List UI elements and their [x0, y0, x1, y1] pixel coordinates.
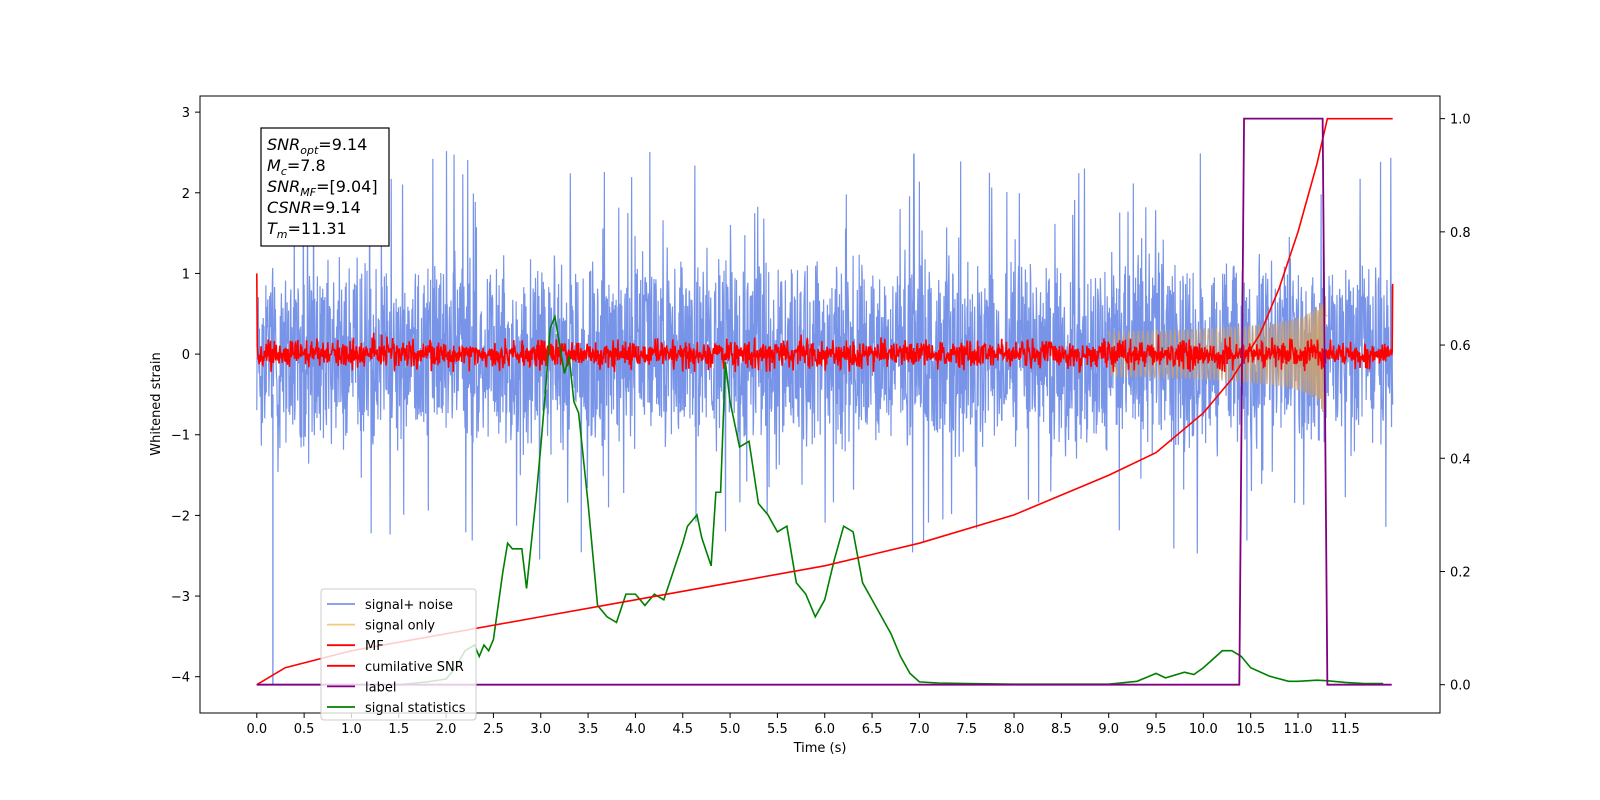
- legend-label: signal statistics: [365, 701, 466, 716]
- series-cumulative-snr-line: [256, 117, 1393, 686]
- y-tick-label: 0: [182, 348, 190, 363]
- annotation-box: SNRopt=9.14Mc=7.8SNRMF=[9.04]CSNR=9.14Tm…: [260, 127, 390, 247]
- y-axis-left: 3 2 1 0 −1 −2 −3 −4: [171, 106, 200, 686]
- x-tick-label: 6.0: [814, 722, 835, 737]
- plot-frame: [199, 95, 1441, 714]
- x-tick-label: 8.5: [1051, 722, 1072, 737]
- legend-label: label: [365, 680, 396, 695]
- annotation-line: SNRopt=9.14: [267, 135, 367, 157]
- x-tick-label: 10.5: [1236, 722, 1265, 737]
- x-tick-label: 9.5: [1146, 722, 1167, 737]
- x-axis-label: Time (s): [793, 741, 847, 756]
- annotation-symbol: M: [267, 156, 281, 175]
- legend-frame: [320, 588, 477, 721]
- x-axis: 0.0 0.5 1.0 1.5 2.0 2.5 3.0 3.5 4.0 4.5 5.0 5.5 6.0 6…: [246, 713, 1360, 737]
- annotation-value: =9.14: [318, 135, 367, 154]
- y-tick-label: 1: [182, 267, 190, 282]
- series-mf-line: [255, 273, 1394, 374]
- x-tick-label: 0.0: [246, 722, 267, 737]
- x-tick-label: 10.0: [1189, 722, 1218, 737]
- annotation-value: =7.8: [287, 156, 326, 175]
- x-tick-label: 2.5: [483, 722, 504, 737]
- x-tick-label: 1.5: [388, 722, 409, 737]
- y-tick-label: −2: [171, 509, 190, 524]
- x-tick-label: 11.0: [1284, 722, 1313, 737]
- x-tick-label: 5.0: [720, 722, 741, 737]
- series-layer: [255, 117, 1394, 686]
- legend-label: cumilative SNR: [365, 660, 464, 675]
- y-tick-label: 2: [182, 187, 190, 202]
- y-right-tick-label: 1.0: [1450, 113, 1471, 128]
- y-right-tick-label: 0.2: [1450, 565, 1471, 580]
- annotation-line: Tm=11.31: [267, 219, 347, 241]
- y-tick-label: −1: [171, 429, 190, 444]
- y-axis-right: 1.0 0.8 0.6 0.4 0.2 0.0: [1440, 113, 1471, 694]
- annotation-line: CSNR=9.14: [267, 198, 361, 217]
- legend-label: signal+ noise: [365, 598, 453, 613]
- x-tick-label: 3.0: [530, 722, 551, 737]
- x-tick-label: 6.5: [862, 722, 883, 737]
- annotation-frame: [260, 127, 390, 247]
- annotation-symbol: CSNR: [267, 198, 312, 217]
- annotation-line: Mc=7.8: [267, 156, 326, 178]
- x-tick-label: 2.0: [436, 722, 457, 737]
- y-tick-label: 3: [182, 106, 190, 121]
- legend-label: MF: [365, 639, 384, 654]
- annotation-value: =9.14: [312, 198, 361, 217]
- x-tick-label: 7.0: [909, 722, 930, 737]
- x-tick-label: 3.5: [578, 722, 599, 737]
- annotation-subscript: MF: [300, 186, 316, 199]
- annotation-symbol: SNR: [267, 177, 300, 196]
- annotation-value: =[9.04]: [316, 177, 378, 196]
- y-axis-label: Whitened strain: [149, 352, 164, 455]
- series-label-line: [256, 117, 1392, 686]
- series-signal-only-line: [1108, 292, 1328, 419]
- x-tick-label: 5.5: [767, 722, 788, 737]
- series-signal-noise-line: [256, 151, 1394, 560]
- x-tick-label: 9.0: [1098, 722, 1119, 737]
- y-right-tick-label: 0.8: [1450, 226, 1471, 241]
- y-tick-label: −3: [171, 590, 190, 605]
- annotation-subscript: opt: [300, 144, 319, 157]
- x-tick-label: 8.0: [1004, 722, 1025, 737]
- legend-label: signal only: [365, 619, 435, 634]
- legend: signal+ noise signal only MF cumilative SNR…: [320, 588, 477, 721]
- annotation-line: SNRMF=[9.04]: [267, 177, 378, 199]
- y-right-tick-label: 0.0: [1450, 679, 1471, 694]
- x-tick-label: 4.5: [672, 722, 693, 737]
- annotation-subscript: c: [281, 165, 287, 178]
- annotation-value: =11.31: [288, 219, 347, 238]
- annotation-symbol: SNR: [267, 135, 300, 154]
- x-tick-label: 0.5: [294, 722, 315, 737]
- annotation-subscript: m: [277, 228, 288, 241]
- y-right-tick-label: 0.4: [1450, 452, 1471, 467]
- y-tick-label: −4: [171, 671, 190, 686]
- x-tick-label: 11.5: [1331, 722, 1360, 737]
- x-tick-label: 7.5: [956, 722, 977, 737]
- x-tick-label: 1.0: [341, 722, 362, 737]
- y-right-tick-label: 0.6: [1450, 339, 1471, 354]
- series-signal-statistics-line: [256, 313, 1384, 686]
- annotation-symbol: T: [267, 219, 278, 238]
- x-tick-label: 4.0: [625, 722, 646, 737]
